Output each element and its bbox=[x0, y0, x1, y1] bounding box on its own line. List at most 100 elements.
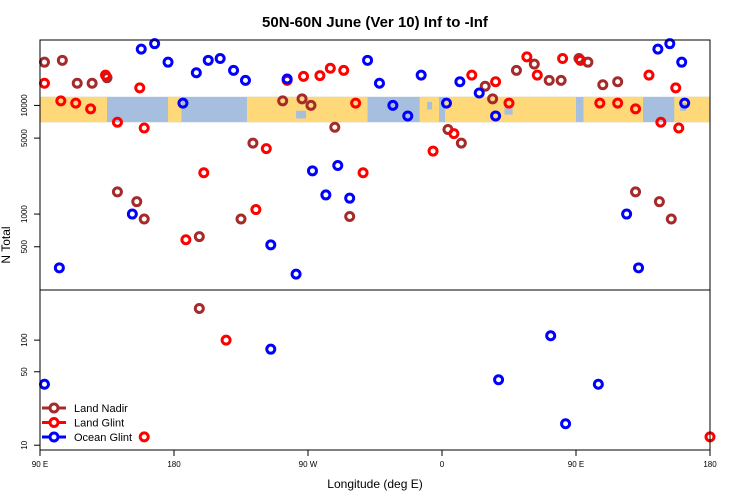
map-ocean bbox=[114, 104, 121, 113]
x-tick-label: 0 bbox=[440, 460, 445, 469]
point-land-nadir bbox=[543, 74, 555, 86]
upper-points bbox=[38, 38, 691, 280]
upper-axes: 500 1000 5000 10000 bbox=[20, 94, 40, 254]
point-land-glint bbox=[138, 122, 150, 134]
point-land-glint bbox=[70, 97, 82, 109]
legend: Land Nadir Land Glint Ocean Glint bbox=[42, 402, 132, 444]
point-ocean-glint bbox=[214, 53, 226, 65]
point-ocean-glint bbox=[415, 69, 427, 81]
point-land-glint bbox=[448, 128, 460, 140]
point-land-nadir bbox=[653, 196, 665, 208]
point-land-nadir bbox=[665, 213, 677, 225]
point-land-nadir bbox=[455, 137, 467, 149]
point-land-nadir bbox=[344, 210, 356, 222]
legend-label-land-nadir: Land Nadir bbox=[74, 403, 128, 415]
point-land-glint bbox=[314, 70, 326, 82]
point-land-glint bbox=[466, 69, 478, 81]
point-land-glint bbox=[260, 143, 272, 155]
point-land-nadir bbox=[305, 99, 317, 111]
map-band bbox=[40, 96, 710, 123]
point-land-nadir bbox=[479, 80, 491, 92]
point-land-nadir bbox=[86, 77, 98, 89]
lower-point-ocean-glint bbox=[592, 378, 604, 390]
point-land-nadir bbox=[235, 213, 247, 225]
point-land-glint bbox=[630, 103, 642, 115]
point-land-nadir bbox=[138, 213, 150, 225]
map-land bbox=[246, 96, 368, 123]
legend-marker-land-nadir bbox=[48, 402, 60, 414]
lower-point-land-glint bbox=[220, 334, 232, 346]
point-land-glint bbox=[250, 204, 262, 216]
point-land-glint bbox=[521, 51, 533, 63]
point-land-glint bbox=[557, 53, 569, 65]
x-axis: 90 E 180 90 W 0 90 E 180 bbox=[32, 450, 717, 469]
point-ocean-glint bbox=[190, 67, 202, 79]
y-tick-label-upper: 500 bbox=[20, 240, 29, 254]
point-land-nadir bbox=[247, 137, 259, 149]
point-land-glint bbox=[111, 116, 123, 128]
lower-point-ocean-glint bbox=[545, 330, 557, 342]
lower-point-ocean-glint bbox=[493, 374, 505, 386]
point-land-glint bbox=[298, 70, 310, 82]
point-land-glint bbox=[357, 167, 369, 179]
point-ocean-glint bbox=[320, 189, 332, 201]
point-ocean-glint bbox=[265, 239, 277, 251]
map-ocean bbox=[427, 101, 433, 110]
lower-point-land-glint bbox=[138, 431, 150, 443]
y-tick-label-upper: 10000 bbox=[20, 94, 29, 117]
x-tick-label: 180 bbox=[703, 460, 717, 469]
y-tick-label-lower: 10 bbox=[20, 440, 29, 449]
map-ocean bbox=[296, 110, 307, 119]
y-tick-label-lower: 50 bbox=[20, 367, 29, 376]
point-land-glint bbox=[643, 69, 655, 81]
point-ocean-glint bbox=[202, 54, 214, 66]
point-land-glint bbox=[198, 167, 210, 179]
x-tick-label: 90 E bbox=[568, 460, 584, 469]
point-ocean-glint bbox=[454, 76, 466, 88]
point-ocean-glint bbox=[473, 87, 485, 99]
point-land-nadir bbox=[296, 93, 308, 105]
point-ocean-glint bbox=[652, 43, 664, 55]
point-land-nadir bbox=[487, 93, 499, 105]
point-land-nadir bbox=[193, 231, 205, 243]
point-ocean-glint bbox=[228, 64, 240, 76]
point-land-glint bbox=[427, 145, 439, 157]
point-ocean-glint bbox=[162, 56, 174, 68]
point-land-nadir bbox=[528, 58, 540, 70]
point-land-glint bbox=[574, 54, 586, 66]
point-land-nadir bbox=[71, 77, 83, 89]
point-land-glint bbox=[180, 234, 192, 246]
point-land-glint bbox=[503, 97, 515, 109]
point-land-glint bbox=[490, 76, 502, 88]
chart-title: 50N-60N June (Ver 10) Inf to -Inf bbox=[262, 14, 489, 31]
point-land-glint bbox=[655, 116, 667, 128]
point-land-nadir bbox=[277, 95, 289, 107]
y-tick-label-upper: 5000 bbox=[20, 129, 29, 147]
point-land-glint bbox=[55, 95, 67, 107]
lower-point-land-nadir bbox=[193, 303, 205, 315]
point-ocean-glint bbox=[362, 54, 374, 66]
point-land-nadir bbox=[597, 79, 609, 91]
point-land-glint bbox=[100, 69, 112, 81]
legend-label-ocean-glint: Ocean Glint bbox=[74, 432, 132, 444]
point-ocean-glint bbox=[135, 43, 147, 55]
legend-marker-land-glint bbox=[48, 417, 60, 428]
legend-marker-ocean-glint bbox=[48, 431, 60, 443]
point-land-nadir bbox=[630, 186, 642, 198]
point-ocean-glint bbox=[387, 99, 399, 111]
lower-point-ocean-glint bbox=[265, 343, 277, 355]
point-land-nadir bbox=[131, 196, 143, 208]
point-ocean-glint bbox=[177, 97, 189, 109]
point-land-nadir bbox=[329, 121, 341, 133]
point-ocean-glint bbox=[633, 262, 645, 274]
point-land-nadir bbox=[111, 186, 123, 198]
point-ocean-glint bbox=[332, 159, 344, 171]
point-land-glint bbox=[670, 82, 682, 94]
lower-axes: 10 50 100 bbox=[20, 333, 40, 450]
point-land-glint bbox=[85, 103, 97, 115]
point-land-nadir bbox=[510, 64, 522, 76]
upper-panel: 500 1000 5000 10000 bbox=[20, 38, 711, 291]
legend-label-land-glint: Land Glint bbox=[74, 418, 124, 430]
x-tick-label: 90 E bbox=[32, 460, 48, 469]
